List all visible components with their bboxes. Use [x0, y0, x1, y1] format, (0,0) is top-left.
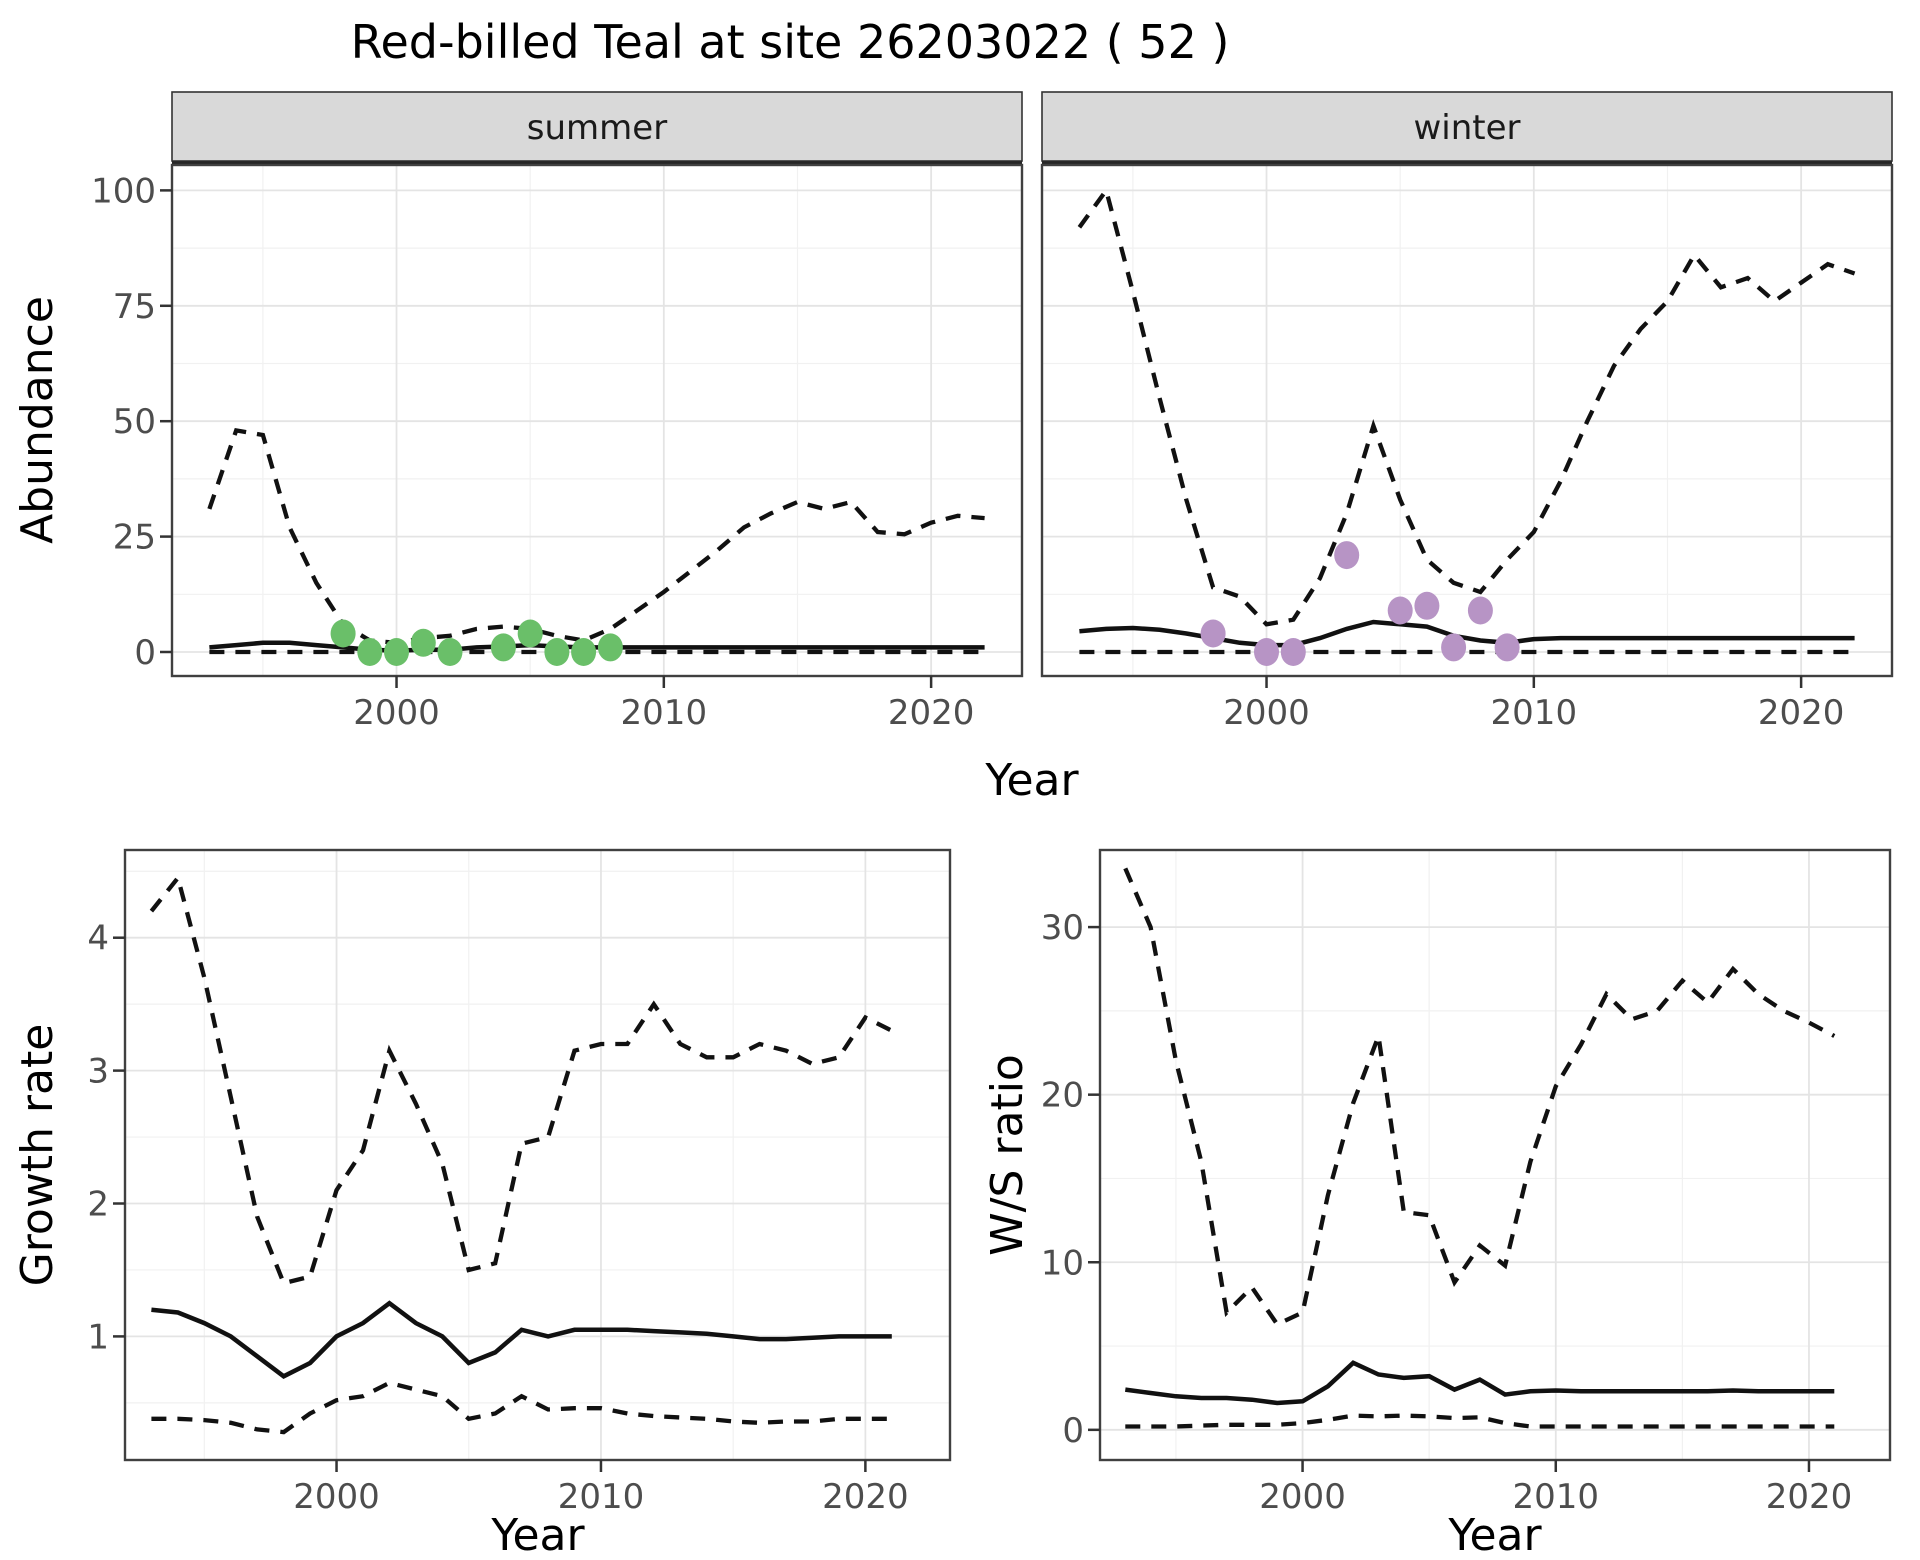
y-tick-label: 0: [134, 633, 156, 673]
x-tick-label: 2020: [888, 693, 975, 733]
observed-counts-winter-point: [1414, 591, 1440, 620]
x-tick-label: 2020: [1758, 693, 1845, 733]
y-axis-title-abundance: Abundance: [12, 296, 63, 544]
winter-median-line: [1079, 619, 1855, 648]
y-tick-label: 2: [87, 1185, 109, 1225]
y-tick-label: 10: [1041, 1243, 1084, 1283]
observed-counts-summer-point: [330, 619, 356, 648]
growth-rate-lower-ci-line: [151, 1380, 892, 1435]
ws-ratio-median-line: [1125, 1360, 1835, 1406]
observed-counts-summer-point: [357, 638, 383, 666]
observed-counts-summer-point: [517, 619, 543, 648]
panel-growth-rate: 2000 2010 2020 1 2 3 4: [87, 848, 952, 1517]
panel-abundance-summer: 2000 2010 2020 0 25 50 75 100: [91, 163, 1024, 733]
ws-ratio-upper-ci-line: [1123, 867, 1836, 1328]
x-tick-label: 2010: [1491, 693, 1578, 733]
observed-counts-winter-point: [1467, 596, 1493, 625]
y-axis-title-growth-rate: Growth rate: [12, 1024, 63, 1287]
x-axis-title-ws-ratio: Year: [1447, 1510, 1542, 1560]
y-tick-label: 75: [113, 287, 156, 327]
x-tick-label: 2000: [1259, 1477, 1346, 1517]
panel-abundance-winter: 2000 2010 2020: [1040, 163, 1894, 733]
panel-border-abundance-winter: [1040, 163, 1894, 678]
y-tick-label: 50: [113, 402, 156, 442]
x-tick-label: 2000: [1223, 693, 1310, 733]
x-tick-label: 2020: [822, 1477, 909, 1517]
strip-rect-summer: [172, 92, 1022, 161]
observed-counts-summer-point: [410, 628, 436, 657]
x-tick-label: 2010: [621, 693, 708, 733]
summer-median-line: [209, 640, 985, 653]
winter-upper-ci-line: [1077, 185, 1856, 627]
observed-counts-summer-point: [384, 638, 409, 666]
strip-rect-winter: [1042, 92, 1892, 161]
x-axis-title-growth-rate: Year: [490, 1510, 585, 1560]
x-tick-label: 2010: [558, 1477, 645, 1517]
observed-counts-winter-point: [1254, 638, 1279, 666]
x-tick-label: 2000: [293, 1477, 380, 1517]
y-tick-label: 3: [87, 1052, 109, 1092]
x-tick-label: 2010: [1513, 1477, 1600, 1517]
x-axis-title-top: Year: [984, 755, 1079, 806]
strip-border-summer: [171, 91, 1023, 162]
observed-counts-winter-point: [1441, 633, 1467, 662]
y-tick-label: 4: [87, 919, 109, 959]
strip-label-summer: summer: [527, 108, 667, 148]
y-tick-label: 25: [113, 518, 156, 558]
y-tick-label: 20: [1041, 1076, 1084, 1116]
panel-ws-ratio: 2000 2010 2020 0 10 20 30: [1041, 848, 1892, 1517]
facet-strip-winter: winter: [1041, 91, 1893, 166]
observed-counts-summer-point: [544, 638, 570, 666]
observed-counts-winter-point: [1387, 596, 1413, 625]
observed-counts-winter-point: [1494, 633, 1520, 662]
growth-rate-upper-ci-line: [149, 873, 893, 1286]
panel-border-growth-rate: [123, 848, 952, 1462]
observed-counts-winter-point: [1200, 619, 1226, 648]
facet-strip-summer: summer: [171, 91, 1023, 166]
observed-counts-summer-point: [437, 638, 463, 666]
observed-counts-summer-point: [490, 633, 516, 662]
y-tick-label: 0: [1062, 1411, 1084, 1451]
x-tick-label: 2000: [353, 693, 440, 733]
observed-counts-summer-point: [597, 633, 623, 662]
strip-label-winter: winter: [1413, 108, 1520, 148]
plot-title: Red-billed Teal at site 26203022 ( 52 ): [351, 15, 1230, 69]
summer-upper-ci-line: [207, 427, 985, 645]
y-tick-label: 1: [87, 1317, 109, 1357]
ws-ratio-lower-ci-line: [1125, 1413, 1835, 1429]
y-tick-label: 100: [91, 171, 156, 211]
strip-border-winter: [1041, 91, 1893, 162]
observed-counts-winter-point: [1280, 638, 1306, 666]
observed-counts-summer-point: [571, 638, 597, 666]
y-axis-title-ws-ratio: W/S ratio: [982, 1054, 1033, 1256]
y-tick-label: 30: [1041, 908, 1084, 948]
x-tick-label: 2020: [1766, 1477, 1853, 1517]
panel-border-ws-ratio: [1098, 848, 1892, 1462]
growth-rate-median-line: [151, 1300, 892, 1379]
observed-counts-winter-point: [1334, 541, 1360, 570]
